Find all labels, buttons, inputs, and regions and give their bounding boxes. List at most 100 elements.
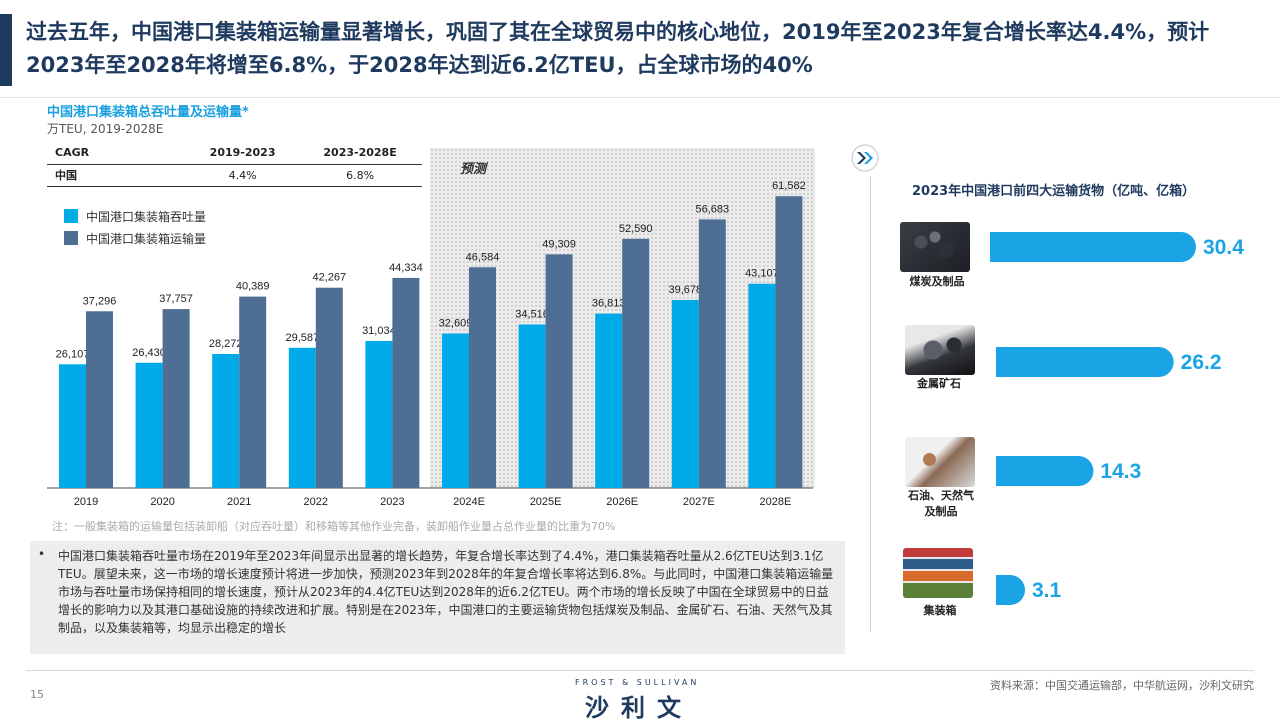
bar-value-label: 36,813: [592, 298, 626, 310]
bar-value-label: 37,296: [83, 295, 117, 307]
cargo-label: 金属矿石: [917, 377, 961, 390]
bar-throughput: [595, 313, 623, 488]
oil-gas-image: [905, 437, 975, 487]
cargo-label-line: 石油、天然气: [908, 489, 974, 502]
bar-transport: [239, 296, 267, 488]
cargo-bar: [996, 456, 1094, 486]
cagr-header: 2023-2028E: [298, 142, 422, 165]
bar-value-label: 46,584: [466, 251, 500, 263]
bar-throughput: [212, 354, 240, 488]
x-tick-label: 2023: [380, 496, 404, 508]
cagr-cell: 4.4%: [187, 164, 299, 187]
bar-value-label: 52,590: [619, 223, 653, 235]
right-chart-title: 2023年中国港口前四大运输货物（亿吨、亿箱）: [912, 184, 1196, 199]
bar-throughput: [365, 340, 393, 488]
cagr-cell: 6.8%: [298, 164, 422, 187]
bar-value-label: 28,272: [209, 338, 243, 350]
bar-transport: [698, 219, 726, 488]
bar-transport: [775, 196, 803, 489]
left-chart-title: 中国港口集装箱总吞吐量及运输量*: [47, 105, 249, 120]
bar-throughput: [518, 324, 546, 488]
x-tick-label: 2024E: [453, 496, 485, 508]
coal-image: [900, 222, 970, 272]
cargo-label: 煤炭及制品: [909, 275, 965, 288]
bar-value-label: 26,430: [132, 347, 166, 359]
bar-value-label: 31,034: [362, 325, 396, 337]
bar-throughput: [671, 299, 699, 488]
metal-ore-image: [905, 325, 975, 375]
container-image: [903, 548, 973, 598]
bar-value-label: 56,683: [695, 203, 729, 215]
bar-transport: [162, 309, 190, 488]
bar-transport: [469, 267, 496, 488]
source-note: 资料来源：中国交通运输部，中华航运网，沙利文研究: [990, 679, 1254, 692]
bar-transport: [315, 287, 343, 488]
bar-value-label: 61,582: [772, 180, 806, 192]
chart-legend: 中国港口集装箱吞吐量 中国港口集装箱运输量: [64, 205, 206, 249]
bar-transport: [545, 254, 573, 488]
cagr-cell: 中国: [47, 164, 187, 187]
page-number: 15: [30, 688, 44, 701]
cargo-bar: [990, 232, 1196, 262]
right-panel-divider: [870, 176, 871, 632]
cagr-table: CAGR 2019-2023 2023-2028E 中国 4.4% 6.8%: [47, 142, 422, 187]
footer-divider: [26, 670, 1254, 671]
bar-transport: [86, 311, 113, 488]
x-tick-label: 2026E: [606, 496, 638, 508]
bar-transport: [622, 238, 650, 488]
x-tick-label: 2025E: [530, 496, 562, 508]
bar-transport: [392, 277, 420, 488]
bar-value-label: 42,267: [312, 272, 346, 284]
cargo-label: 石油、天然气 及制品: [896, 488, 986, 520]
cagr-header-row: CAGR 2019-2023 2023-2028E: [47, 142, 422, 165]
x-tick-label: 2019: [74, 496, 98, 508]
left-chart-unit: 万TEU, 2019-2028E: [47, 122, 164, 136]
cagr-header: CAGR: [47, 142, 187, 165]
bar-value-label: 39,678: [668, 284, 702, 296]
logo-chinese: 沙利文: [585, 694, 693, 720]
legend-label: 中国港口集装箱运输量: [86, 231, 207, 246]
logo-wordmark: FROST & SULLIVAN: [575, 678, 700, 687]
bar-throughput: [59, 364, 86, 488]
legend-swatch-transport: [64, 231, 78, 245]
x-tick-label: 2028E: [759, 496, 791, 508]
page-headline: 过去五年，中国港口集装箱运输量显著增长，巩固了其在全球贸易中的核心地位，2019…: [26, 20, 1210, 77]
cagr-header: 2019-2023: [187, 142, 299, 165]
bar-value-label: 34,516: [515, 308, 549, 320]
summary-box: 中国港口集装箱吞吐量市场在2019年至2023年间显示出显著的增长趋势，年复合增…: [30, 541, 845, 654]
x-tick-label: 2021: [227, 496, 251, 508]
bar-throughput: [442, 333, 469, 488]
summary-text: 中国港口集装箱吞吐量市场在2019年至2023年间显示出显著的增长趋势，年复合增…: [58, 549, 834, 635]
bar-value-label: 26,107: [56, 348, 90, 360]
bar-value-label: 49,309: [542, 238, 576, 250]
cargo-value-label: 30.4: [1203, 236, 1244, 259]
cargo-value-label: 3.1: [1032, 579, 1062, 602]
header-divider: [0, 97, 1280, 98]
bullet-icon: •: [38, 547, 46, 561]
bar-value-label: 40,389: [236, 281, 270, 293]
double-chevron-icon: [851, 144, 879, 172]
cargo-value-label: 26.2: [1181, 351, 1222, 374]
cargo-bar: [996, 575, 1025, 605]
bar-value-label: 32,609: [439, 317, 473, 329]
x-tick-label: 2027E: [683, 496, 715, 508]
legend-item: 中国港口集装箱运输量: [64, 227, 206, 249]
bar-value-label: 37,757: [159, 293, 193, 305]
cargo-label: 集装箱: [923, 604, 957, 617]
bar-value-label: 29,587: [285, 332, 319, 344]
cagr-row: 中国 4.4% 6.8%: [47, 164, 422, 187]
forecast-label: 预测: [460, 162, 487, 177]
legend-swatch-throughput: [64, 209, 78, 223]
legend-label: 中国港口集装箱吞吐量: [86, 209, 207, 224]
bar-throughput: [135, 362, 163, 488]
x-tick-label: 2020: [150, 496, 174, 508]
bar-throughput: [288, 347, 316, 488]
bar-throughput: [748, 283, 776, 488]
bar-value-label: 43,107: [745, 268, 779, 280]
chart-footnote: 注：一般集装箱的运输量包括装卸船（对应吞吐量）和移箱等其他作业完备，装卸船作业量…: [52, 520, 616, 533]
legend-item: 中国港口集装箱吞吐量: [64, 205, 206, 227]
bar-value-label: 44,334: [389, 262, 423, 274]
title-accent-bar: [0, 14, 12, 86]
cargo-value-label: 14.3: [1100, 460, 1141, 483]
